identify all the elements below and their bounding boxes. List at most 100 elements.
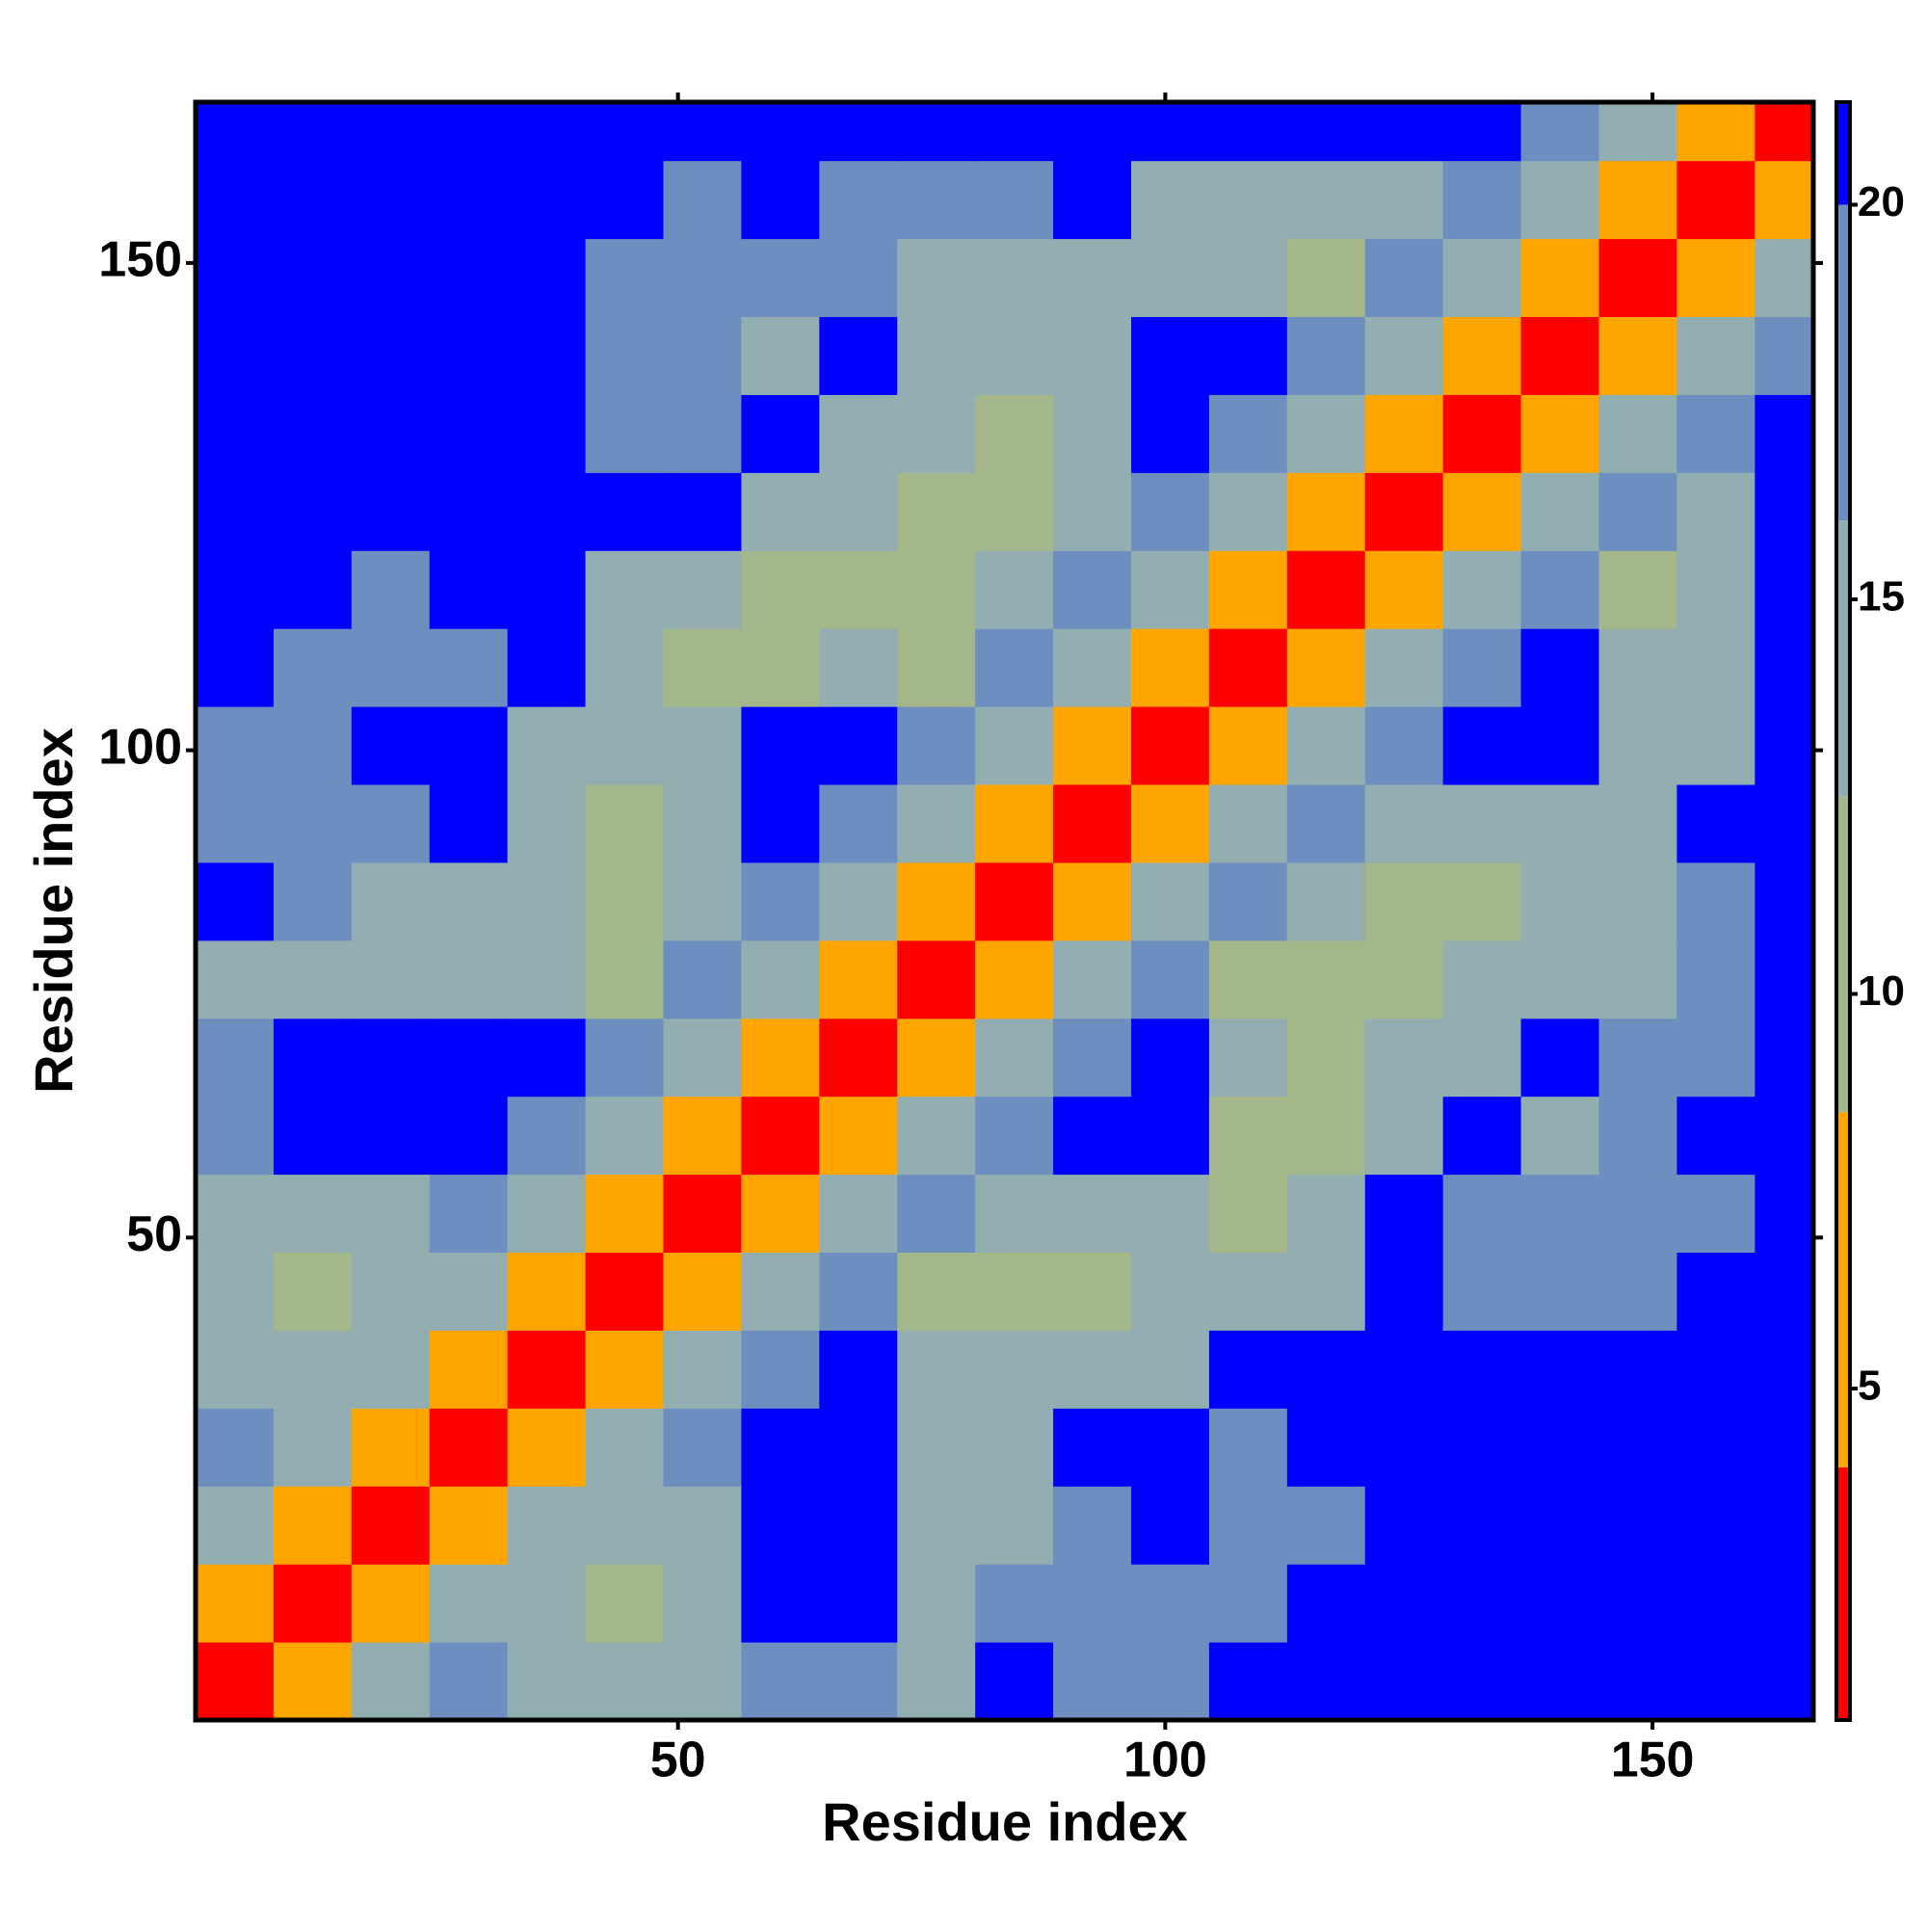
heatmap-cell bbox=[585, 160, 664, 240]
heatmap-cell bbox=[1442, 784, 1522, 863]
heatmap-cell bbox=[1676, 861, 1755, 941]
heatmap-cell bbox=[975, 550, 1054, 629]
heatmap-cell bbox=[196, 316, 275, 395]
heatmap-cell bbox=[507, 1330, 587, 1409]
heatmap-cell bbox=[1598, 1564, 1677, 1643]
x-tick-label: 100 bbox=[1123, 1733, 1207, 1788]
heatmap-cell bbox=[741, 1096, 820, 1176]
heatmap-cell bbox=[1676, 472, 1755, 551]
heatmap-cell bbox=[1208, 1330, 1288, 1409]
heatmap-cell bbox=[273, 628, 353, 707]
heatmap-cell bbox=[975, 1174, 1054, 1254]
heatmap-cell bbox=[1053, 940, 1132, 1019]
heatmap-cell bbox=[1520, 316, 1599, 395]
heatmap-cell bbox=[429, 238, 509, 318]
heatmap-cell bbox=[1364, 1564, 1444, 1643]
colorbar-tick-label: 20 bbox=[1858, 178, 1905, 225]
heatmap-cell bbox=[585, 1174, 664, 1254]
heatmap-cell bbox=[1053, 1330, 1132, 1409]
heatmap-cell bbox=[1676, 1564, 1755, 1643]
heatmap-cell bbox=[1676, 1018, 1755, 1098]
heatmap-cell bbox=[1598, 1330, 1677, 1409]
heatmap-cell bbox=[196, 1096, 275, 1176]
heatmap-cell bbox=[273, 1096, 353, 1176]
heatmap-cell bbox=[819, 706, 898, 785]
heatmap-cell bbox=[819, 628, 898, 707]
heatmap-cell bbox=[585, 784, 664, 863]
heatmap-cell bbox=[897, 1174, 976, 1254]
heatmap-cell bbox=[1598, 394, 1677, 473]
heatmap-cell bbox=[1130, 1408, 1210, 1487]
heatmap-cell bbox=[1755, 784, 1813, 863]
heatmap-cell bbox=[663, 1642, 742, 1720]
heatmap-cell bbox=[196, 940, 275, 1019]
heatmap-cell bbox=[196, 238, 275, 318]
heatmap-cell bbox=[741, 1564, 820, 1643]
heatmap-cell bbox=[897, 472, 976, 551]
heatmap-cell bbox=[1520, 394, 1599, 473]
heatmap-cell bbox=[1598, 238, 1677, 318]
heatmap-cell bbox=[897, 940, 976, 1019]
heatmap-cell bbox=[196, 706, 275, 785]
heatmap-cell bbox=[429, 102, 509, 162]
heatmap-cell bbox=[1053, 160, 1132, 240]
heatmap-cell bbox=[663, 394, 742, 473]
heatmap-cells bbox=[196, 102, 1813, 1720]
heatmap-cell bbox=[819, 1096, 898, 1176]
heatmap-cell bbox=[819, 1642, 898, 1720]
heatmap-cell bbox=[975, 1330, 1054, 1409]
heatmap-cell bbox=[1130, 784, 1210, 863]
x-tick-label: 150 bbox=[1611, 1733, 1695, 1788]
heatmap-cell bbox=[1755, 238, 1813, 318]
heatmap-cell bbox=[1755, 1486, 1813, 1565]
heatmap-cell bbox=[1053, 550, 1132, 629]
heatmap-cell bbox=[1676, 784, 1755, 863]
heatmap-cell bbox=[1676, 238, 1755, 318]
heatmap-cell bbox=[1598, 1018, 1677, 1098]
heatmap-cell bbox=[429, 160, 509, 240]
heatmap-cell bbox=[1364, 472, 1444, 551]
heatmap-cell bbox=[1364, 1174, 1444, 1254]
heatmap-cell bbox=[975, 861, 1054, 941]
heatmap-cell bbox=[1130, 1564, 1210, 1643]
heatmap-cell bbox=[741, 550, 820, 629]
heatmap-cell bbox=[351, 472, 431, 551]
heatmap-cell bbox=[429, 1018, 509, 1098]
heatmap-cell bbox=[273, 1486, 353, 1565]
heatmap-cell bbox=[1286, 1252, 1366, 1331]
heatmap-cell bbox=[196, 1564, 275, 1643]
heatmap-cell bbox=[507, 1486, 587, 1565]
heatmap-cell bbox=[1755, 1096, 1813, 1176]
heatmap-cell bbox=[1208, 940, 1288, 1019]
heatmap-cell bbox=[1208, 102, 1288, 162]
heatmap-cell bbox=[1520, 550, 1599, 629]
heatmap-cell bbox=[1286, 394, 1366, 473]
heatmap-cell bbox=[196, 1252, 275, 1331]
heatmap-cell bbox=[585, 1408, 664, 1487]
heatmap-cell bbox=[1442, 1486, 1522, 1565]
heatmap-cell bbox=[663, 784, 742, 863]
heatmap-cell bbox=[663, 628, 742, 707]
heatmap-cell bbox=[585, 1642, 664, 1720]
heatmap-cell bbox=[1130, 102, 1210, 162]
colorbar-tick-label: 10 bbox=[1858, 967, 1905, 1015]
heatmap-cell bbox=[819, 1018, 898, 1098]
heatmap-cell bbox=[1286, 784, 1366, 863]
x-tick-label: 50 bbox=[650, 1733, 706, 1788]
heatmap-cell bbox=[1364, 550, 1444, 629]
heatmap-cell bbox=[196, 861, 275, 941]
heatmap-cell bbox=[351, 1408, 431, 1487]
heatmap-cell bbox=[1598, 940, 1677, 1019]
heatmap-cell bbox=[1286, 706, 1366, 785]
heatmap-cell bbox=[975, 394, 1054, 473]
heatmap-cell bbox=[1442, 160, 1522, 240]
heatmap-cell bbox=[975, 160, 1054, 240]
heatmap-cell bbox=[196, 1486, 275, 1565]
heatmap-cell bbox=[1676, 940, 1755, 1019]
heatmap-cell bbox=[1755, 1408, 1813, 1487]
heatmap-cell bbox=[819, 1564, 898, 1643]
heatmap-cell bbox=[819, 394, 898, 473]
heatmap-cell bbox=[429, 550, 509, 629]
heatmap-cell bbox=[1130, 706, 1210, 785]
heatmap-cell bbox=[585, 102, 664, 162]
